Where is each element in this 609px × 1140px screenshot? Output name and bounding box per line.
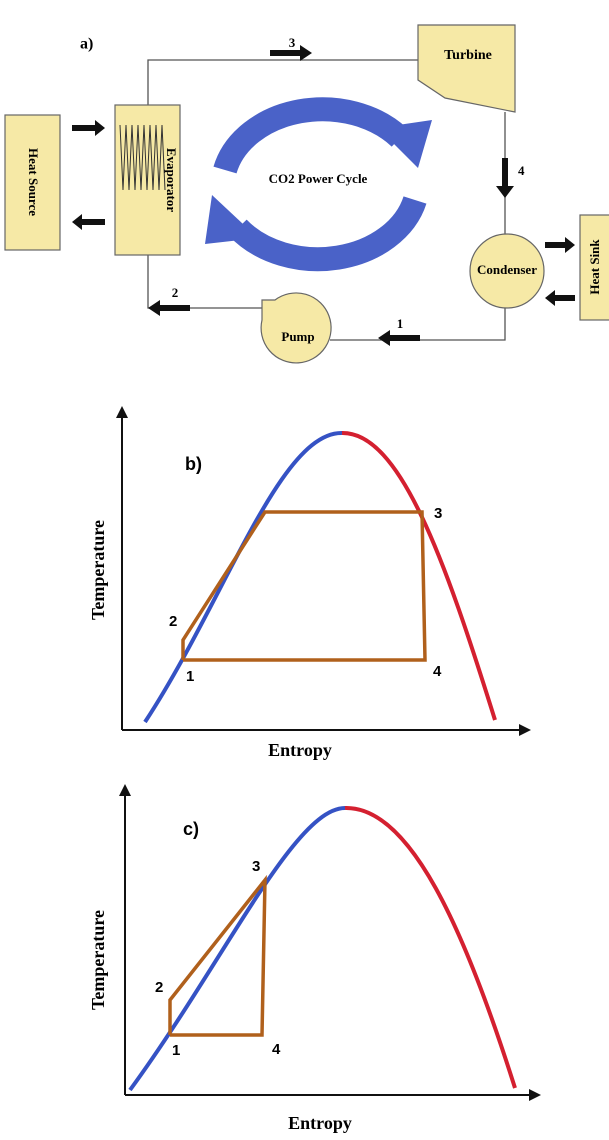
- state-label: 4: [518, 163, 525, 178]
- panel-a: a) 3 4 1 2 Turbine Evaporator Heat Sourc…: [5, 25, 609, 363]
- point-label: 4: [272, 1041, 281, 1058]
- cycle-arrow: [225, 109, 400, 170]
- evaporator-label: Evaporator: [164, 148, 179, 213]
- point-label: 3: [434, 505, 442, 522]
- saturated-liquid-line: [130, 808, 345, 1090]
- page: a) 3 4 1 2 Turbine Evaporator Heat Sourc…: [0, 0, 609, 1140]
- condenser-label: Condenser: [477, 262, 537, 277]
- panel-label: c): [183, 819, 199, 839]
- saturated-liquid-line: [145, 433, 342, 722]
- heat-sink-label: Heat Sink: [587, 239, 602, 295]
- heat-arrow: [72, 120, 105, 136]
- state-label: 2: [172, 285, 179, 300]
- panel-c: c) Temperature Entropy 1 2 3 4: [88, 790, 535, 1133]
- cycle-arrowhead: [205, 195, 258, 244]
- panel-label: b): [185, 454, 202, 474]
- pipe: [148, 255, 262, 308]
- pipe: [148, 60, 420, 105]
- point-label: 2: [155, 979, 163, 996]
- turbine: [418, 25, 515, 112]
- cycle-arrowhead: [378, 120, 432, 168]
- cycle-arrow: [238, 200, 415, 259]
- pump-label: Pump: [281, 329, 314, 344]
- state-label: 3: [289, 35, 296, 50]
- y-axis-label: Temperature: [88, 910, 108, 1010]
- point-label: 1: [186, 668, 194, 685]
- figure: a) 3 4 1 2 Turbine Evaporator Heat Sourc…: [0, 0, 609, 1140]
- point-label: 4: [433, 663, 442, 680]
- pump: [261, 293, 331, 363]
- point-label: 2: [169, 613, 177, 630]
- state-label: 1: [397, 316, 404, 331]
- cycle-path: [183, 512, 425, 660]
- point-label: 1: [172, 1042, 180, 1059]
- flow-arrow: [148, 300, 190, 316]
- flow-arrow: [378, 330, 420, 346]
- heat-arrow: [545, 237, 575, 253]
- heat-source-label: Heat Source: [26, 148, 41, 216]
- turbine-label: Turbine: [444, 48, 492, 63]
- x-axis-label: Entropy: [268, 740, 332, 760]
- heat-arrow: [72, 214, 105, 230]
- panel-label: a): [80, 36, 93, 53]
- y-axis-label: Temperature: [88, 520, 108, 620]
- panel-b: b) Temperature Entropy 1 2 3 4: [88, 412, 525, 760]
- heat-arrow: [545, 290, 575, 306]
- cycle-title: CO2 Power Cycle: [269, 171, 368, 186]
- point-label: 3: [252, 858, 260, 875]
- saturated-vapor-line: [342, 433, 495, 720]
- flow-arrow: [496, 158, 514, 198]
- saturated-vapor-line: [345, 808, 515, 1088]
- x-axis-label: Entropy: [288, 1113, 352, 1133]
